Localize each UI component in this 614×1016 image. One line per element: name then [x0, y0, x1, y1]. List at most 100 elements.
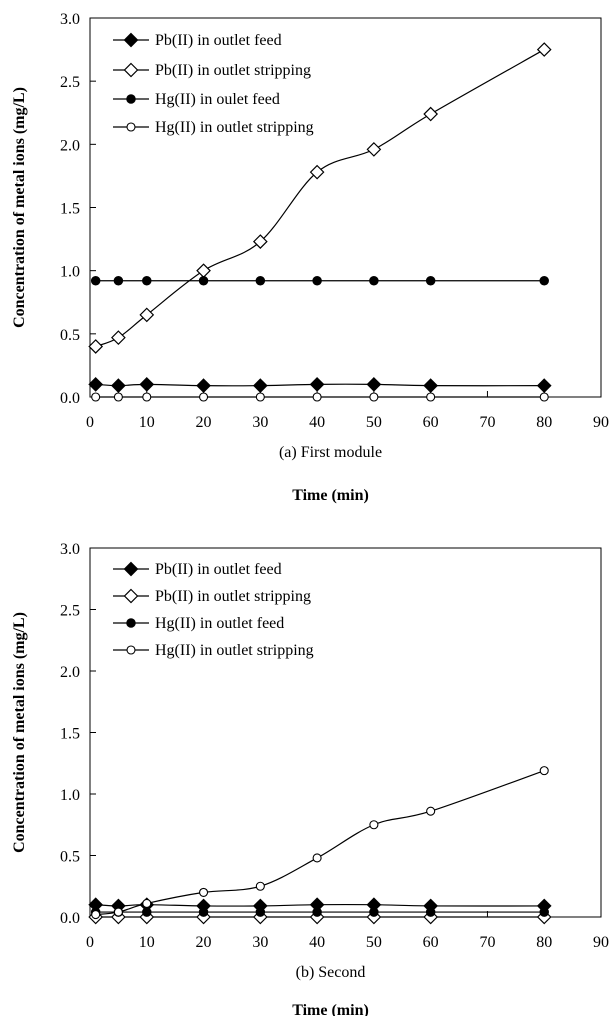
data-point: [198, 907, 209, 917]
data-point: [111, 330, 126, 345]
data-point: [539, 766, 549, 776]
data-point: [113, 276, 124, 286]
series-2: [88, 42, 552, 354]
data-point: [255, 392, 265, 402]
data-point: [199, 887, 209, 897]
x-tick-label: 70: [479, 934, 495, 951]
data-point: [309, 377, 325, 392]
legend-entry: Hg(II) in outlet stripping: [113, 119, 314, 136]
x-tick-label: 90: [593, 414, 609, 431]
data-point: [255, 907, 266, 917]
data-point: [312, 392, 322, 402]
x-axis-label: Time (min): [292, 1002, 369, 1016]
y-axis-label: Concentration of metal ions (mg/L): [11, 612, 28, 853]
legend-entry: Hg(II) in outlet feed: [113, 615, 284, 632]
y-tick-label: 1.5: [60, 201, 80, 218]
legend-marker: [123, 32, 139, 48]
x-tick-label: 0: [86, 414, 94, 431]
data-point: [366, 142, 382, 157]
x-tick-label: 70: [479, 414, 495, 431]
data-point: [539, 392, 549, 402]
data-point: [312, 853, 322, 863]
data-point: [423, 378, 439, 393]
legend-marker: [126, 122, 136, 132]
data-point: [369, 392, 379, 402]
data-point: [255, 276, 266, 286]
data-point: [369, 820, 379, 830]
data-point: [312, 907, 322, 917]
series-4: [91, 766, 549, 920]
series-line: [95, 770, 545, 916]
legend-label: Hg(II) in outlet stripping: [155, 642, 314, 659]
data-point: [199, 392, 209, 402]
legend-label: Hg(II) in oulet feed: [155, 91, 280, 108]
data-point: [91, 392, 101, 402]
data-point: [142, 907, 152, 917]
data-point: [423, 106, 439, 122]
data-point: [113, 907, 123, 917]
y-tick-label: 1.5: [60, 726, 80, 743]
data-point: [425, 907, 436, 917]
data-point: [369, 276, 379, 286]
data-point: [539, 276, 549, 286]
legend-marker: [123, 588, 139, 604]
x-tick-label: 0: [86, 934, 94, 951]
data-point: [536, 42, 552, 57]
x-tick-label: 80: [536, 414, 552, 431]
legend-label: Pb(II) in outlet stripping: [155, 62, 311, 79]
y-tick-label: 0.5: [60, 849, 80, 866]
data-point: [196, 378, 211, 393]
legend-label: Pb(II) in outlet feed: [155, 561, 282, 578]
data-point: [312, 276, 322, 286]
data-point: [142, 898, 152, 909]
x-tick-label: 30: [252, 934, 268, 951]
data-point: [255, 881, 265, 891]
chart-subtitle: (a) First module: [279, 444, 382, 461]
data-point: [196, 263, 211, 279]
x-tick-label: 50: [366, 934, 382, 951]
data-point: [252, 234, 268, 249]
x-tick-label: 80: [536, 934, 552, 951]
data-point: [426, 392, 436, 402]
chart-1: 0.0 0.5 1.0 1.5 2.0 2.5 3.0 0 10 20 30 40 50 60 70 80 90…: [11, 11, 609, 504]
y-tick-label: 2.0: [60, 664, 80, 681]
legend-marker: [126, 645, 136, 655]
x-tick-label: 30: [252, 414, 268, 431]
x-axis-label: Time (min): [292, 487, 369, 504]
series-1: [88, 377, 552, 393]
legend-entry: Pb(II) in outlet feed: [113, 561, 282, 578]
y-tick-label: 2.0: [60, 137, 80, 154]
x-tick-label: 40: [309, 414, 325, 431]
data-point: [139, 377, 155, 392]
series-3: [90, 907, 549, 917]
y-tick-label: 3.0: [60, 11, 80, 28]
legend-entry: Pb(II) in outlet stripping: [113, 588, 311, 605]
data-point: [425, 276, 436, 286]
data-point: [113, 392, 123, 402]
x-tick-label: 10: [139, 934, 155, 951]
legend-entry: Hg(II) in oulet feed: [113, 91, 280, 108]
legend-entry: Pb(II) in outlet feed: [113, 32, 282, 49]
y-tick-label: 0.0: [60, 390, 80, 407]
x-tick-label: 50: [366, 414, 382, 431]
data-point: [139, 307, 155, 323]
legend-entry: Hg(II) in outlet stripping: [113, 642, 314, 659]
y-tick-label: 1.0: [60, 787, 80, 804]
y-tick-label: 0.0: [60, 910, 80, 927]
x-tick-label: 60: [423, 414, 439, 431]
x-tick-label: 60: [423, 934, 439, 951]
legend-label: Hg(II) in outlet feed: [155, 615, 284, 632]
data-point: [426, 806, 436, 816]
data-point: [369, 907, 379, 917]
y-tick-label: 2.5: [60, 74, 80, 91]
data-point: [539, 907, 549, 917]
x-tick-label: 20: [196, 414, 212, 431]
legend-label: Pb(II) in outlet stripping: [155, 588, 311, 605]
x-tick-label: 20: [196, 934, 212, 951]
legend-marker: [126, 618, 136, 628]
legend-entry: Pb(II) in outlet stripping: [113, 62, 311, 79]
data-point: [198, 276, 209, 286]
data-point: [90, 276, 101, 286]
data-point: [88, 377, 104, 392]
data-point: [142, 392, 152, 402]
